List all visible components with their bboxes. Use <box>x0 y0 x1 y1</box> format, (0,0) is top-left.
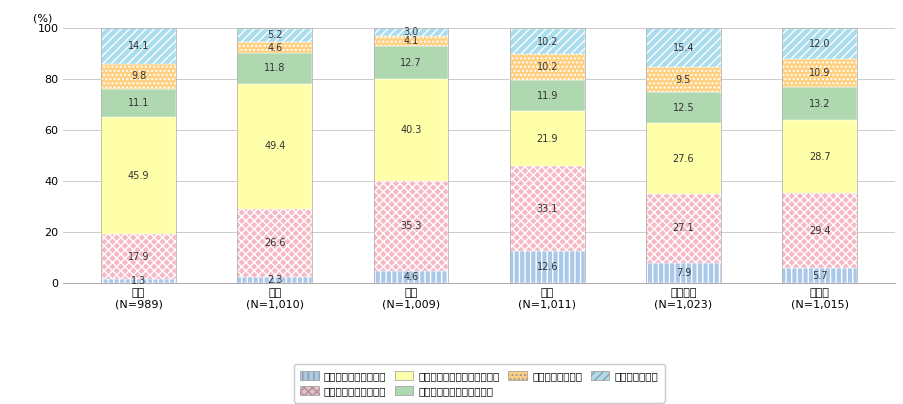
Bar <box>373 28 448 36</box>
Text: 14.1: 14.1 <box>127 41 149 51</box>
Bar <box>101 28 176 64</box>
Bar <box>101 89 176 117</box>
Text: 12.5: 12.5 <box>672 103 694 113</box>
Text: 11.1: 11.1 <box>127 98 149 108</box>
Bar <box>509 166 584 251</box>
Text: 9.5: 9.5 <box>675 75 691 84</box>
Text: 12.0: 12.0 <box>808 39 830 49</box>
Text: 26.6: 26.6 <box>264 238 285 248</box>
Text: 9.8: 9.8 <box>131 72 146 81</box>
Bar <box>237 42 312 53</box>
Text: 35.3: 35.3 <box>400 221 422 231</box>
Bar <box>646 124 720 194</box>
Bar <box>237 53 312 84</box>
Bar <box>646 194 720 263</box>
Text: 40.3: 40.3 <box>400 125 421 135</box>
Text: 27.1: 27.1 <box>672 223 694 233</box>
Text: 10.2: 10.2 <box>535 36 557 46</box>
Text: 21.9: 21.9 <box>535 134 557 143</box>
Text: 49.4: 49.4 <box>264 141 285 152</box>
Text: 5.7: 5.7 <box>811 271 826 280</box>
Text: 33.1: 33.1 <box>536 204 557 214</box>
Bar <box>373 46 448 79</box>
Bar <box>646 67 720 92</box>
Bar <box>509 111 584 166</box>
Bar <box>781 29 856 59</box>
Bar <box>509 29 584 55</box>
Text: 10.9: 10.9 <box>808 68 830 78</box>
Text: 10.2: 10.2 <box>535 63 557 72</box>
Text: 29.4: 29.4 <box>808 226 830 236</box>
Bar <box>237 277 312 283</box>
Y-axis label: (%): (%) <box>33 13 52 23</box>
Bar <box>646 28 720 67</box>
Bar <box>373 79 448 181</box>
Legend: 是非利用したいと思う, やや利用したいと思う, あまり利用したいと思わない, 全く利用したいと思わない, 必要としていない, よく分からない: 是非利用したいと思う, やや利用したいと思う, あまり利用したいと思わない, 全… <box>293 364 664 402</box>
Text: 2.3: 2.3 <box>266 275 282 285</box>
Bar <box>781 268 856 283</box>
Bar <box>509 80 584 111</box>
Bar <box>101 234 176 280</box>
Bar <box>237 29 312 42</box>
Bar <box>373 181 448 271</box>
Text: 15.4: 15.4 <box>672 43 694 53</box>
Text: 4.6: 4.6 <box>267 43 282 53</box>
Text: 7.9: 7.9 <box>675 268 691 278</box>
Bar <box>237 209 312 277</box>
Text: 28.7: 28.7 <box>808 152 830 162</box>
Text: 45.9: 45.9 <box>127 170 149 181</box>
Bar <box>781 59 856 87</box>
Text: 4.1: 4.1 <box>403 36 418 46</box>
Text: 12.6: 12.6 <box>535 262 557 272</box>
Bar <box>101 64 176 89</box>
Text: 11.9: 11.9 <box>536 90 557 101</box>
Text: 12.7: 12.7 <box>400 57 422 67</box>
Bar <box>237 84 312 209</box>
Text: 17.9: 17.9 <box>127 252 149 262</box>
Bar <box>101 117 176 234</box>
Bar <box>781 194 856 268</box>
Bar <box>646 263 720 283</box>
Bar <box>509 55 584 80</box>
Text: 5.2: 5.2 <box>266 30 283 40</box>
Bar <box>101 280 176 283</box>
Text: 1.3: 1.3 <box>131 276 146 286</box>
Text: 3.0: 3.0 <box>403 27 418 37</box>
Text: 13.2: 13.2 <box>808 99 830 109</box>
Bar <box>781 87 856 120</box>
Bar <box>373 271 448 283</box>
Text: 27.6: 27.6 <box>672 154 694 164</box>
Bar <box>509 251 584 283</box>
Text: 11.8: 11.8 <box>264 63 285 74</box>
Bar <box>781 120 856 194</box>
Bar <box>373 36 448 46</box>
Bar <box>646 92 720 124</box>
Text: 4.6: 4.6 <box>403 272 418 282</box>
